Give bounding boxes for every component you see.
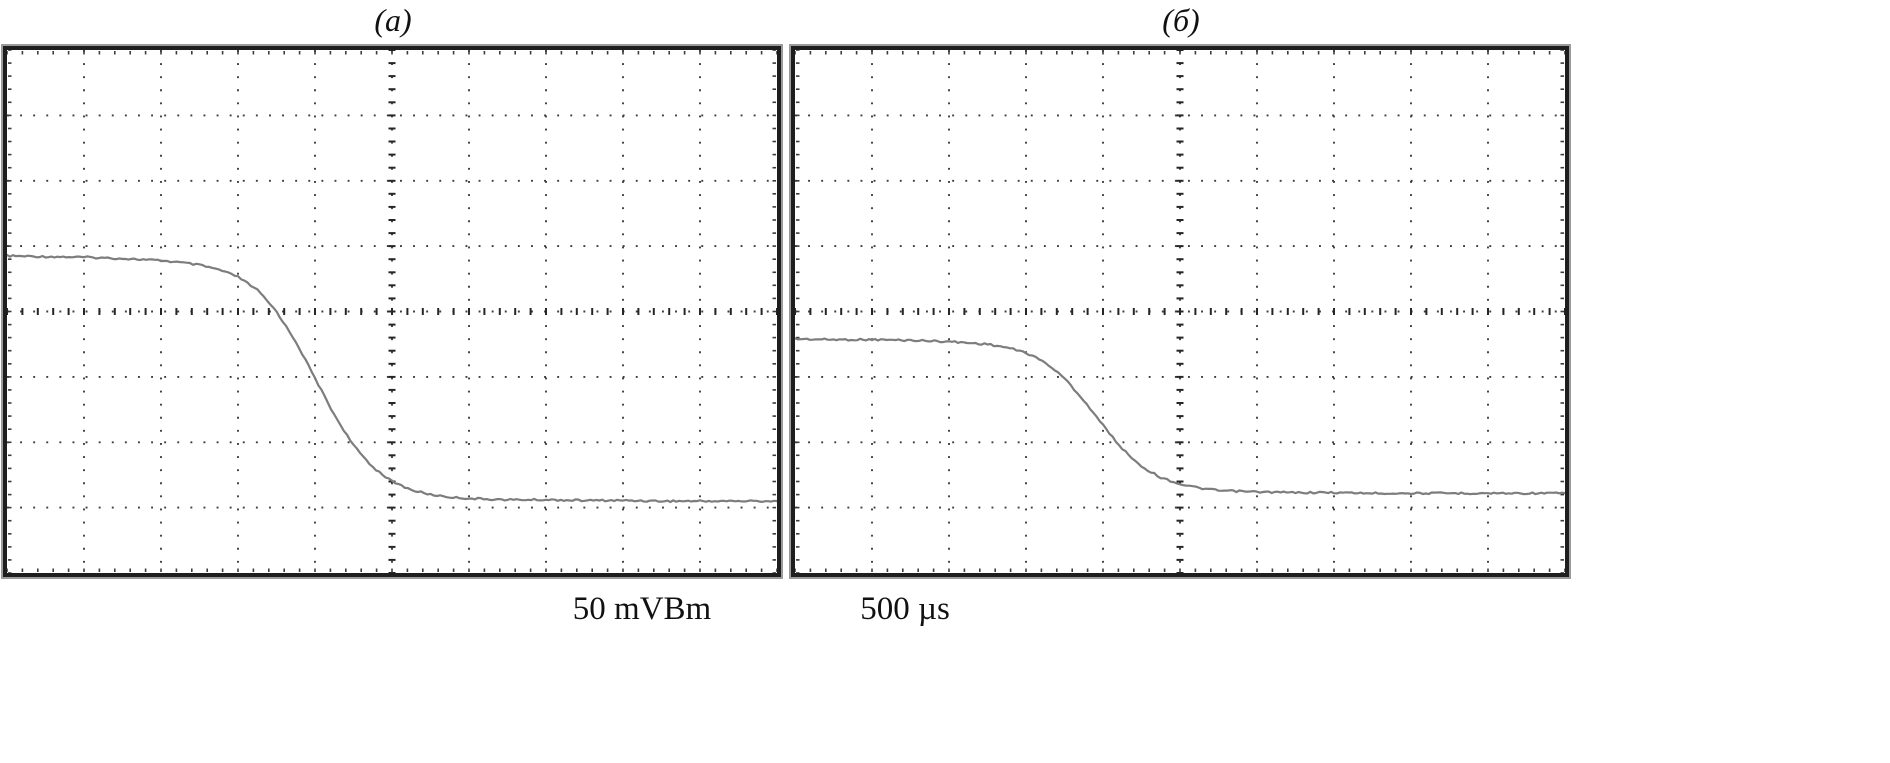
panel-label-a: (а) xyxy=(374,2,412,38)
waveform-chart-b xyxy=(795,50,1565,573)
panels-row xyxy=(0,46,1890,577)
oscillogram-figure: (а) (б) 50 mVBm 500 µs xyxy=(0,0,1890,643)
waveform-chart-a xyxy=(7,50,777,573)
voltage-scale-label: 50 mVBm xyxy=(572,591,712,627)
panel-label-b: (б) xyxy=(1162,2,1200,38)
time-scale-label: 500 µs xyxy=(860,591,950,627)
oscilloscope-screen-b xyxy=(791,46,1569,577)
scale-caption-row: 50 mVBm 500 µs xyxy=(0,585,1890,643)
panel-labels-row: (а) (б) xyxy=(0,0,1890,46)
oscilloscope-screen-a xyxy=(3,46,781,577)
